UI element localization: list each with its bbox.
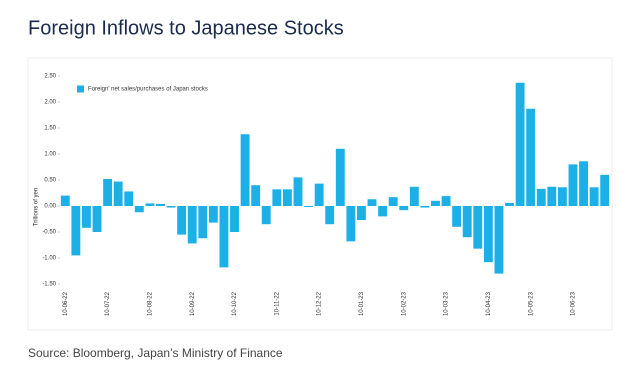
- y-tick-label: 2.00: [44, 100, 56, 106]
- y-tick-label: 1.00: [44, 152, 56, 158]
- bar: [198, 206, 208, 239]
- bar: [335, 148, 345, 206]
- x-tick-label: 10-10-22: [232, 291, 238, 316]
- bar: [452, 206, 462, 227]
- chart-title: Foreign Inflows to Japanese Stocks: [28, 17, 344, 39]
- bar: [124, 191, 134, 206]
- bar: [388, 197, 398, 206]
- x-tick-label: 10-12-22: [317, 291, 323, 316]
- bar: [261, 206, 271, 225]
- bar: [187, 206, 197, 244]
- y-axis-label: Trillions of yen: [34, 188, 40, 226]
- bar: [293, 177, 303, 206]
- bar: [240, 134, 250, 206]
- y-tick-label: 0.00: [44, 204, 56, 210]
- bar: [536, 188, 546, 206]
- x-tick-label: 10-07-22: [105, 291, 111, 316]
- y-tick-label: 0.50: [44, 178, 56, 184]
- bar: [473, 206, 483, 249]
- bar: [177, 206, 187, 235]
- bar: [568, 164, 578, 206]
- bar: [441, 196, 451, 206]
- bar: [251, 185, 261, 206]
- source-note: Source: Bloomberg, Japan’s Ministry of F…: [28, 346, 283, 360]
- x-tick-label: 10-09-22: [190, 291, 196, 316]
- bar: [60, 195, 70, 206]
- bar: [431, 200, 440, 206]
- y-tick-label: -1.50: [42, 282, 56, 288]
- x-tick-label: 10-02-23: [401, 291, 407, 316]
- y-tick-label: 2.50: [44, 74, 56, 80]
- bar: [272, 189, 282, 206]
- bar: [483, 206, 493, 263]
- bar: [282, 189, 292, 206]
- x-tick-label: 10-08-22: [147, 291, 153, 316]
- bar: [156, 203, 165, 206]
- y-tick-label: -0.50: [42, 230, 56, 236]
- bar: [494, 206, 504, 274]
- y-tick-label: 1.50: [44, 126, 56, 132]
- bar: [526, 108, 536, 206]
- bar: [113, 181, 123, 206]
- bar: [314, 183, 324, 206]
- bar: [557, 187, 567, 206]
- legend-label: Foreign' net sales/purchases of Japan st…: [88, 87, 208, 93]
- bar: [325, 206, 335, 225]
- x-tick-label: 10-11-22: [274, 291, 280, 315]
- bar: [600, 174, 610, 206]
- bar: [399, 206, 409, 211]
- bar: [409, 186, 419, 206]
- bar: [462, 206, 472, 238]
- bar: [145, 203, 155, 206]
- bar: [92, 206, 102, 232]
- bar: [579, 161, 588, 206]
- y-tick-label: -1.00: [42, 256, 56, 262]
- bar: [367, 199, 377, 206]
- bar: [547, 186, 557, 206]
- bar: [219, 206, 229, 268]
- legend-swatch: [77, 85, 84, 93]
- bar: [208, 206, 218, 223]
- bar: [505, 202, 514, 206]
- bar: [230, 206, 239, 232]
- bar: [420, 206, 430, 208]
- x-tick-label: 10-06-23: [571, 291, 577, 316]
- bar: [103, 178, 113, 206]
- bar: [71, 206, 81, 256]
- x-tick-label: 10-04-23: [486, 291, 492, 316]
- x-tick-label: 10-03-23: [444, 291, 450, 316]
- x-tick-label: 10-05-23: [528, 291, 534, 316]
- bar: [589, 187, 599, 206]
- bar: [134, 206, 144, 213]
- bar: [515, 82, 525, 206]
- bar: [166, 206, 176, 208]
- bar: [304, 206, 313, 208]
- plot-frame: [27, 57, 613, 331]
- bar: [378, 206, 388, 217]
- x-tick-label: 10-06-22: [63, 291, 69, 316]
- bar: [82, 206, 91, 228]
- bar: [346, 206, 356, 242]
- bar: [357, 206, 366, 221]
- x-tick-label: 10-01-23: [359, 291, 365, 316]
